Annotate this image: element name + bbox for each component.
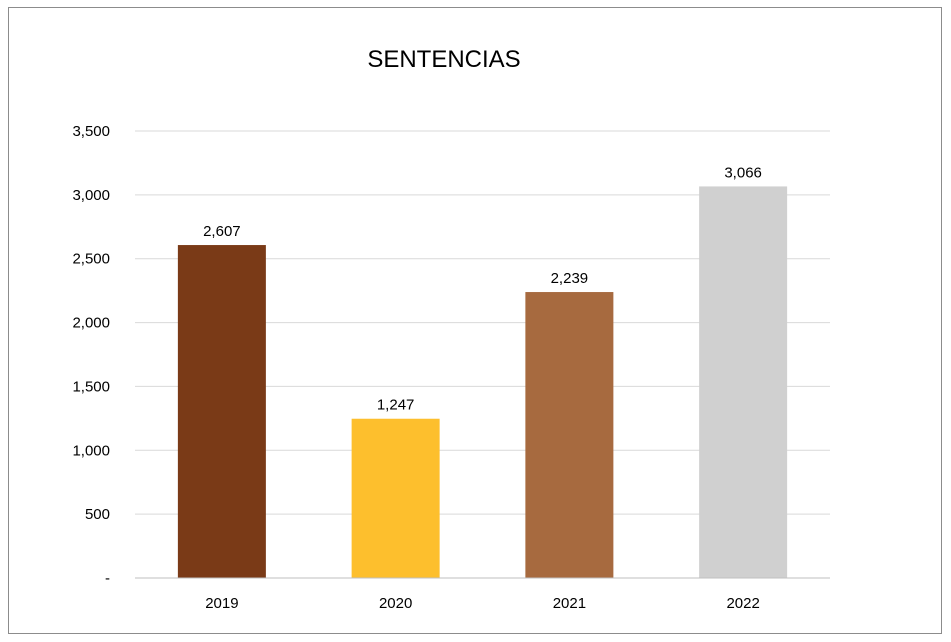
bar-2021 bbox=[525, 292, 614, 578]
y-tick-label: 2,500 bbox=[72, 251, 110, 268]
x-axis-tick-labels: 2019 2020 2021 2022 bbox=[205, 595, 760, 612]
x-tick-label-2022: 2022 bbox=[726, 595, 759, 612]
x-tick-label-2020: 2020 bbox=[379, 595, 412, 612]
y-tick-label: 500 bbox=[85, 506, 110, 523]
data-label-2022: 3,066 bbox=[724, 164, 762, 181]
data-label-2019: 2,607 bbox=[203, 223, 241, 240]
y-tick-label: 3,500 bbox=[72, 123, 110, 140]
y-axis-tick-labels: - 500 1,000 1,500 2,000 2,500 3,000 3,500 bbox=[72, 123, 110, 587]
y-tick-label: 1,500 bbox=[72, 378, 110, 395]
chart-title: SENTENCIAS bbox=[367, 46, 520, 73]
bar-2019 bbox=[177, 245, 266, 578]
y-tick-label: 2,000 bbox=[72, 315, 110, 332]
y-tick-label: 3,000 bbox=[72, 187, 110, 204]
bars bbox=[177, 186, 788, 579]
data-label-2020: 1,247 bbox=[377, 397, 415, 414]
x-tick-label-2021: 2021 bbox=[553, 595, 586, 612]
data-labels: 2,607 1,247 2,239 3,066 bbox=[203, 164, 762, 413]
bar-2022 bbox=[699, 186, 788, 579]
y-tick-label: - bbox=[105, 570, 110, 587]
y-tick-label: 1,000 bbox=[72, 442, 110, 459]
x-tick-label-2019: 2019 bbox=[205, 595, 238, 612]
data-label-2021: 2,239 bbox=[551, 270, 589, 287]
bar-2020 bbox=[351, 418, 440, 578]
